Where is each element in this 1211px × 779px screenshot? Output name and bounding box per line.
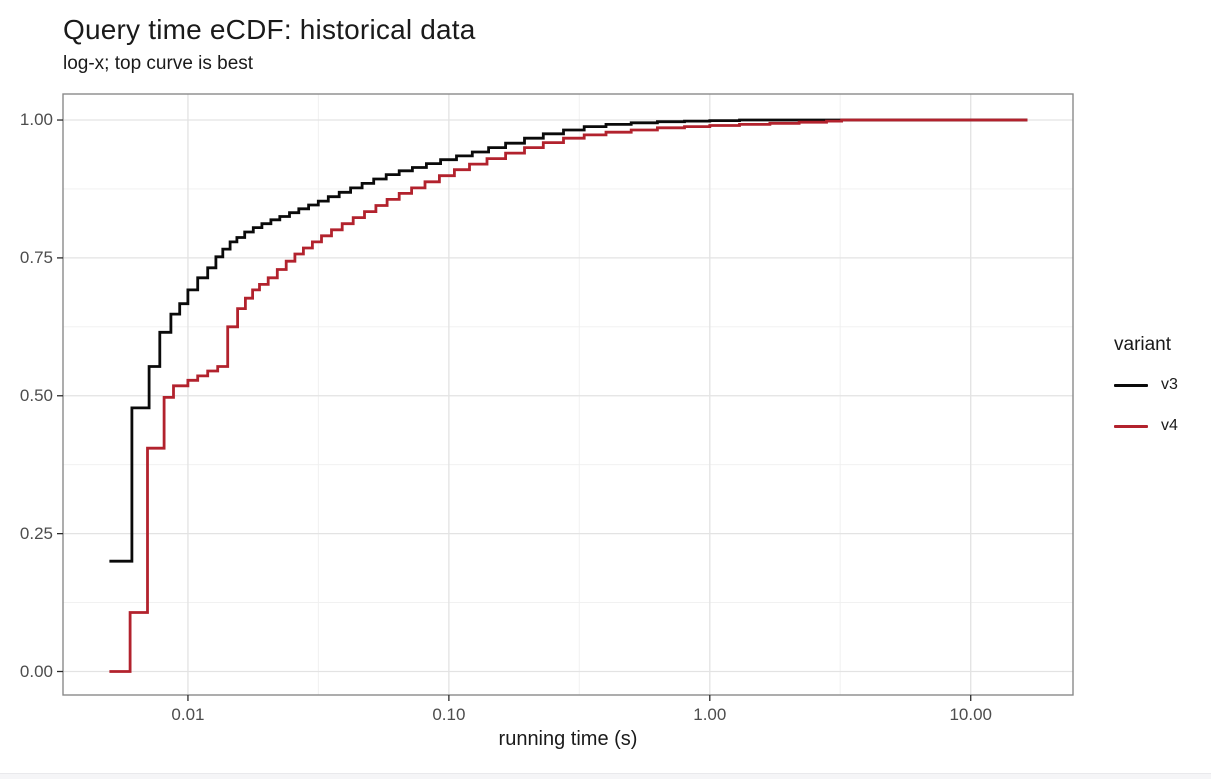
y-tick-label: 0.50 bbox=[19, 385, 53, 405]
series-line-v4 bbox=[109, 118, 1028, 673]
x-tick-label: 0.01 bbox=[171, 705, 205, 724]
legend-key-line-v4 bbox=[1114, 424, 1148, 428]
legend-label-v3: v3 bbox=[1161, 376, 1178, 393]
x-tick-label: 1.00 bbox=[693, 705, 727, 724]
series-line-v3 bbox=[109, 118, 1028, 563]
legend-key-line-v3 bbox=[1114, 383, 1148, 387]
y-tick-label: 0.25 bbox=[19, 523, 53, 543]
legend-title: variant bbox=[1114, 334, 1172, 355]
window-bottom-strip bbox=[0, 773, 1211, 779]
legend: variant v3 v4 bbox=[1114, 334, 1178, 456]
legend-entry-v3: v3 bbox=[1114, 374, 1178, 396]
x-axis-title: running time (s) bbox=[498, 728, 638, 750]
x-tick-label: 0.10 bbox=[432, 705, 466, 724]
chart-subtitle: log-x; top curve is best bbox=[63, 53, 254, 74]
legend-entry-v4: v4 bbox=[1114, 415, 1178, 437]
legend-label-v4: v4 bbox=[1161, 417, 1178, 434]
y-tick-label: 0.00 bbox=[19, 661, 53, 681]
y-tick-label: 1.00 bbox=[19, 110, 53, 130]
chart-title: Query time eCDF: historical data bbox=[63, 14, 476, 45]
x-tick-label: 10.00 bbox=[949, 705, 992, 724]
panel-border bbox=[62, 93, 1074, 696]
y-tick-label: 0.75 bbox=[19, 247, 53, 267]
